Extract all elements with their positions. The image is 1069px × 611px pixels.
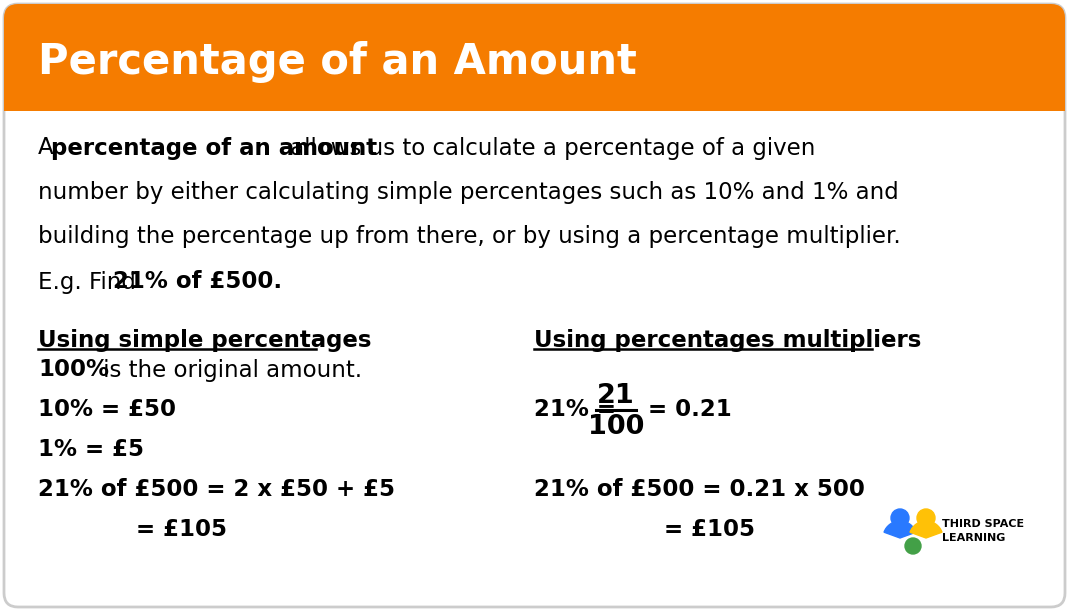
Text: Using simple percentages: Using simple percentages [38, 329, 372, 351]
Text: E.g. Find: E.g. Find [38, 271, 143, 293]
Text: 100%: 100% [38, 359, 109, 381]
Wedge shape [910, 521, 942, 538]
Text: allows us to calculate a percentage of a given: allows us to calculate a percentage of a… [283, 136, 816, 159]
Text: Percentage of an Amount: Percentage of an Amount [38, 41, 637, 83]
Text: 21% of £500.: 21% of £500. [113, 271, 282, 293]
Text: 21% =: 21% = [534, 398, 624, 422]
Text: Using percentages multipliers: Using percentages multipliers [534, 329, 921, 351]
FancyBboxPatch shape [4, 4, 1065, 607]
Text: number by either calculating simple percentages such as 10% and 1% and: number by either calculating simple perc… [38, 180, 899, 203]
Text: = 0.21: = 0.21 [640, 398, 732, 422]
Text: = £105: = £105 [136, 519, 227, 541]
FancyBboxPatch shape [4, 4, 1065, 109]
Bar [4, 75, 1065, 111]
Text: 1% = £5: 1% = £5 [38, 439, 144, 461]
Text: THIRD SPACE: THIRD SPACE [942, 519, 1024, 529]
Text: 21% of £500 = 0.21 x 500: 21% of £500 = 0.21 x 500 [534, 478, 865, 502]
Text: A: A [38, 136, 61, 159]
Wedge shape [884, 521, 916, 538]
Circle shape [905, 538, 921, 554]
Text: 10% = £50: 10% = £50 [38, 398, 176, 422]
Text: percentage of an amount: percentage of an amount [51, 136, 377, 159]
Text: = £105: = £105 [664, 519, 755, 541]
Text: building the percentage up from there, or by using a percentage multiplier.: building the percentage up from there, o… [38, 224, 901, 247]
Text: 21: 21 [598, 383, 635, 409]
Text: 100: 100 [588, 414, 645, 440]
Circle shape [890, 509, 909, 527]
Text: is the original amount.: is the original amount. [96, 359, 362, 381]
Text: LEARNING: LEARNING [942, 533, 1005, 543]
Text: 21% of £500 = 2 x £50 + £5: 21% of £500 = 2 x £50 + £5 [38, 478, 396, 502]
Circle shape [917, 509, 935, 527]
